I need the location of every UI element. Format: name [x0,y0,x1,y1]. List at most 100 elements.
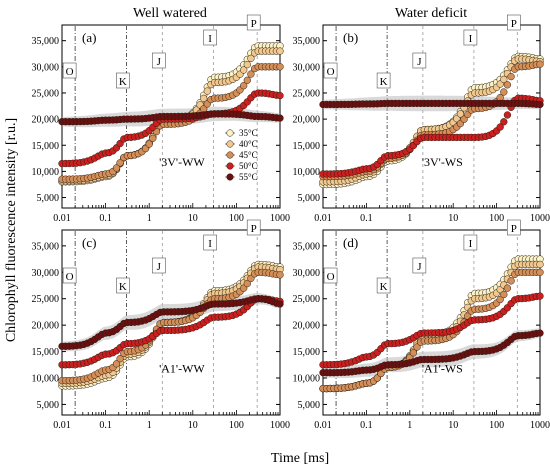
phase-box-O [62,62,77,79]
condition-label: '3V'-WS [422,155,463,169]
phase-label-J: J [417,56,422,68]
data-point [243,279,251,288]
y-tick-label: 15,000 [293,141,321,152]
y-tick-label: 35,000 [32,36,60,47]
legend-entry: 45°C [239,150,258,160]
phase-box-K [376,277,391,294]
data-point [247,70,255,78]
y-tick-label: 15,000 [32,141,60,152]
y-tick-label: 25,000 [32,88,60,99]
x-tick-label: 0.1 [99,213,112,224]
phase-label-P: P [511,18,517,30]
variance-band [62,293,280,352]
y-tick-label: 10,000 [293,167,321,178]
data-point [500,75,508,84]
phase-label-I: I [208,238,212,250]
y-tick-label: 20,000 [293,321,321,332]
phase-label-O: O [327,66,335,78]
data-point [536,260,544,269]
phase-box-O [323,62,338,79]
legend-entry: 55°C [239,172,258,182]
panel-b: 5,000 10,000 15,000 20,000 25,000 30,000 35,00… [293,14,550,224]
x-tick-label: 10 [448,213,458,224]
y-tick-label: 10,000 [32,167,60,178]
y-tick-label: 5,000 [37,400,60,411]
condition-label: '3V'-WW [159,155,205,169]
data-point [240,66,248,74]
x-tick-label: 100 [229,213,244,224]
phase-box-K [116,72,130,89]
x-tick-label: 1 [407,213,412,224]
x-tick-label: 10 [188,420,198,431]
data-point [243,60,251,69]
y-tick-label: 10,000 [32,374,60,385]
y-tick-label: 10,000 [293,374,321,385]
y-tick-label: 30,000 [293,268,321,279]
phase-box-I [203,29,217,46]
panel-label: (a) [82,30,96,45]
data-point [240,82,248,90]
phase-label-O: O [66,66,74,78]
y-tick-label: 5,000 [37,193,60,204]
x-tick-label: 1000 [270,420,290,431]
phase-label-P: P [251,223,257,235]
condition-label: 'A1'-WW [159,361,205,375]
phase-box-O [323,267,338,284]
x-tick-label: 100 [489,213,504,224]
x-tick-label: 1 [407,420,412,431]
y-tick-label: 35,000 [293,241,321,252]
phase-box-P [246,14,261,31]
phase-label-K: K [119,281,127,293]
phase-label-O: O [66,271,74,283]
data-point [243,76,251,84]
x-tick-label: 100 [489,420,504,431]
phase-box-K [376,72,391,89]
y-tick-label: 30,000 [293,62,321,73]
phase-box-P [246,219,261,236]
col-title-left: Well watered [133,6,207,21]
data-point [116,355,124,363]
phase-box-P [507,14,521,31]
legend-swatch [226,162,234,170]
y-tick-label: 5,000 [298,193,321,204]
data-point [507,72,515,81]
series-50°C [319,292,544,369]
phase-box-K [116,277,130,294]
data-point [276,300,284,308]
x-tick-label: 1000 [530,420,550,431]
phase-box-I [463,234,478,251]
x-tick-label: 0.01 [53,420,71,431]
phase-label-K: K [380,281,388,293]
phase-label-O: O [327,271,335,283]
y-axis-label: Chlorophyll fluorescence intensity [r.u.… [4,118,19,342]
legend-swatch [226,129,234,137]
series-55°C [58,110,284,126]
data-point [276,91,284,100]
phase-label-K: K [119,76,127,88]
data-point [536,292,544,300]
phase-label-J: J [157,261,162,273]
series-55°C [319,99,544,109]
phase-box-J [152,257,166,274]
chart-panels: 5,00010,00015,00020,00025,00030,00035,00… [32,14,550,431]
phase-label-J: J [157,56,162,68]
data-point [413,343,421,351]
y-tick-label: 20,000 [32,115,60,126]
panel-d: 5,000 10,000 15,000 20,000 25,000 30,000 35,00… [293,219,550,431]
phase-box-I [203,234,217,251]
y-tick-label: 25,000 [32,294,60,305]
data-point [503,111,512,119]
condition-label: 'A1'-WS [422,361,463,375]
data-point [203,87,211,95]
phase-label-P: P [251,18,257,30]
legend-entry: 35°C [239,128,258,138]
data-point [112,164,121,172]
phase-box-I [463,29,478,46]
panel-c: 5,000 10,000 15,000 20,000 25,000 30,000 35,00… [32,219,290,431]
data-point [503,81,512,89]
x-tick-label: 1000 [530,213,550,224]
data-point [500,88,508,96]
data-point [500,118,508,126]
y-tick-label: 20,000 [32,321,60,332]
panel-label: (d) [343,235,358,250]
